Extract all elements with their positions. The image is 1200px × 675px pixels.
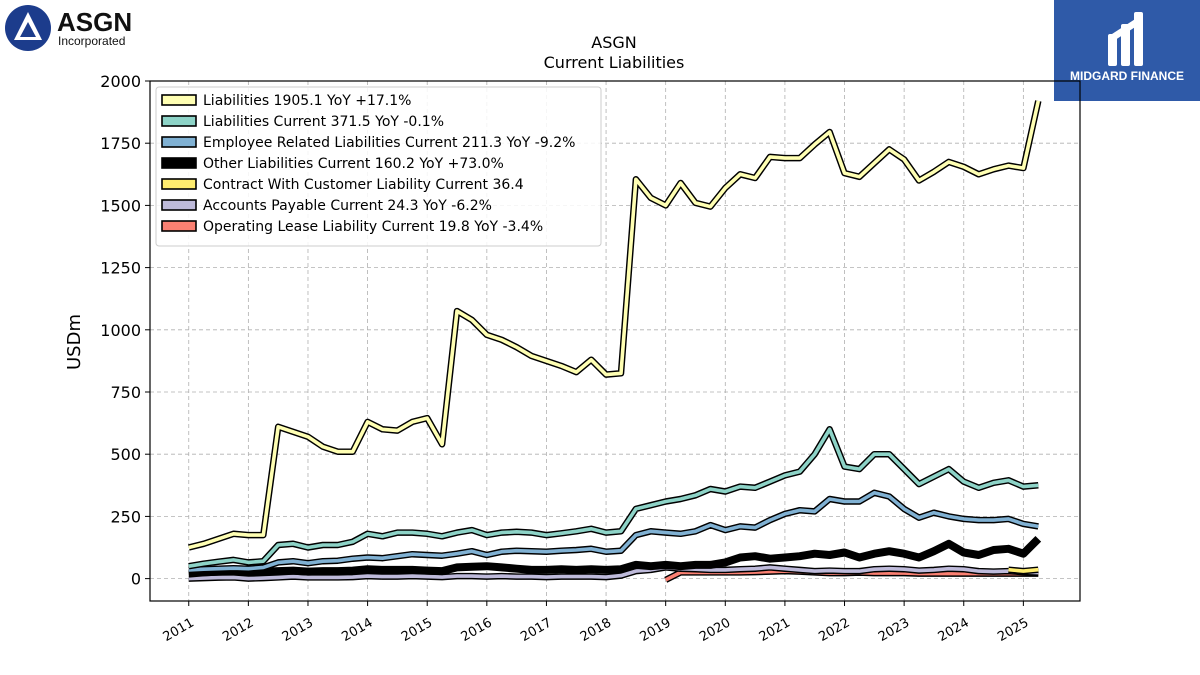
series-employee-related-liabilities-current-line (188, 490, 1039, 572)
x-tick-label: 2022 (816, 615, 852, 645)
x-tick-label: 2023 (876, 615, 912, 645)
legend-entry-label: Liabilities Current 371.5 YoY -0.1% (203, 114, 444, 130)
y-tick-label: 750 (110, 383, 141, 402)
x-tick-label: 2020 (697, 615, 733, 645)
y-tick-label: 1250 (100, 259, 141, 278)
series-employee-related-liabilities-current-group (188, 489, 1039, 574)
plot-frame (149, 80, 1081, 602)
series-liabilities-line (188, 100, 1041, 550)
legend-swatch (161, 157, 197, 169)
series-other-liabilities-current-group (188, 535, 1042, 578)
x-tick-label: 2014 (339, 615, 375, 645)
legend-entry-label: Accounts Payable Current 24.3 YoY -6.2% (203, 198, 492, 214)
x-tick-label: 2021 (757, 615, 793, 645)
series-accounts-payable-current-line (188, 565, 1039, 581)
x-tick-label: 2011 (161, 615, 197, 645)
company-logo: ASGN Incorporated (4, 4, 154, 54)
y-tick-label: 1000 (100, 321, 141, 340)
x-tick-label: 2017 (518, 615, 554, 645)
company-logo-text: ASGN (57, 7, 132, 37)
y-tick-label: 0 (131, 570, 141, 589)
x-tick-label: 2013 (280, 615, 316, 645)
x-tick-label: 2025 (995, 615, 1031, 645)
y-tick-label: 1500 (100, 196, 141, 215)
legend-entry-label: Liabilities 1905.1 YoY +17.1% (203, 93, 411, 109)
legend-swatch (161, 178, 197, 190)
x-tick-label: 2016 (459, 615, 495, 645)
legend-entry-label: Operating Lease Liability Current 19.8 Y… (203, 219, 543, 235)
y-tick-label: 2000 (100, 72, 141, 91)
legend-box (155, 86, 602, 247)
legend-swatch (161, 115, 197, 127)
y-tick-label: 1750 (100, 134, 141, 153)
company-logo-subtext: Incorporated (58, 34, 125, 48)
legend-swatch (161, 199, 197, 211)
legend-entry-label: Other Liabilities Current 160.2 YoY +73.… (203, 156, 504, 172)
y-tick-label: 500 (110, 445, 141, 464)
x-tick-label: 2024 (936, 615, 972, 645)
chart-title: ASGN (591, 33, 636, 52)
y-axis-label: USDm (64, 314, 85, 370)
x-tick-label: 2018 (578, 615, 614, 645)
legend-swatch (161, 94, 197, 106)
legend-swatch (161, 220, 197, 232)
series-other-liabilities-current-line (188, 535, 1042, 578)
legend: Liabilities 1905.1 YoY +17.1% Liabilities… (155, 86, 602, 247)
chart-subtitle: Current Liabilities (544, 53, 685, 72)
x-tick-label: 2019 (638, 615, 674, 645)
series-liabilities-group (188, 100, 1042, 551)
series-accounts-payable-current-group (188, 564, 1039, 582)
x-tick-label: 2015 (399, 615, 435, 645)
plot-area (188, 100, 1042, 583)
x-tick-label: 2012 (220, 615, 256, 645)
legend-entry-label: Employee Related Liabilities Current 211… (203, 135, 575, 151)
publisher-logo-mark (1108, 12, 1143, 66)
publisher-logo: MIDGARD FINANCE (1054, 0, 1200, 101)
series-contract-with-customer-liability-current-line (1008, 567, 1039, 573)
publisher-logo-text: MIDGARD FINANCE (1070, 69, 1184, 83)
legend-swatch (161, 136, 197, 148)
y-tick-label: 250 (110, 507, 141, 526)
legend-entry-label: Contract With Customer Liability Current… (203, 177, 524, 193)
series-liabilities-current-line (188, 427, 1039, 568)
series-liabilities-current-group (188, 426, 1039, 570)
series-contract-with-customer-liability-current-group (1008, 566, 1039, 575)
